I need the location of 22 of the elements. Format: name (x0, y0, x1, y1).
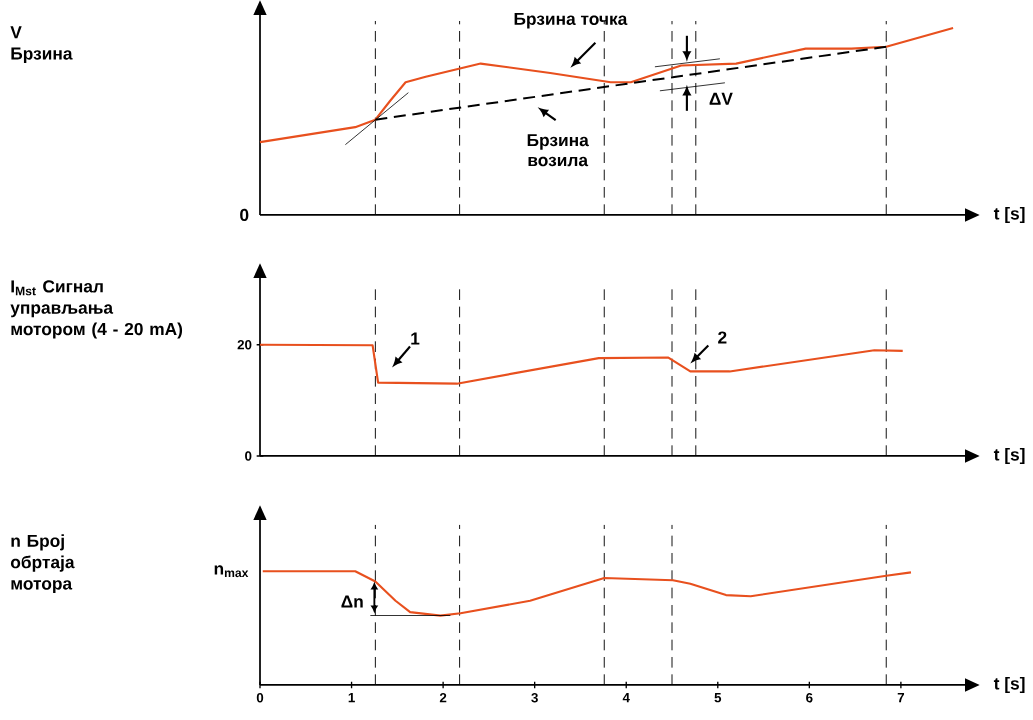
annotation: Брзина возила (527, 134, 589, 167)
annotation: 1 (411, 332, 420, 345)
x-tick-label: 4 (622, 693, 630, 703)
annotation: 2 (718, 331, 727, 344)
x-tick-label: 0 (256, 693, 264, 703)
annotation: ΔV (709, 92, 733, 105)
y-axis-title: I$_{Mst}$ Сигнал управљања мотором (4 - 20 mA) (10, 280, 183, 339)
x-axis-title: t [s] (993, 676, 1025, 694)
x-tick-label: 2 (439, 693, 447, 703)
x-tick-label: 7 (897, 693, 905, 703)
x-tick-label: 3 (531, 693, 538, 703)
text: n$_{max}$ (214, 565, 249, 578)
y-axis-title: V Брзина (10, 26, 73, 64)
x-axis-title: t [s] (993, 206, 1025, 224)
x-tick-label: 1 (348, 693, 355, 703)
annotation: Δn (341, 595, 363, 608)
x-tick-label: 6 (806, 693, 813, 703)
annotation: Брзина точка (514, 12, 628, 29)
y-axis-title: n Број обртаја мотора (10, 534, 75, 594)
x-tick-label: 5 (714, 693, 722, 703)
y-tick-label: 20 (237, 340, 252, 350)
x-axis-title: t [s] (993, 447, 1025, 465)
